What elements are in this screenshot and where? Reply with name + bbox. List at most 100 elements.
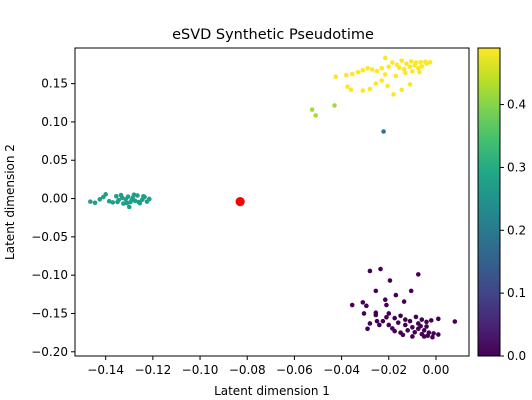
scatter-point-c3-16 xyxy=(135,193,140,198)
x-tick-label: −0.12 xyxy=(134,363,171,377)
scatter-point-c3-4 xyxy=(103,192,108,197)
scatter-point-c0-25 xyxy=(344,72,349,78)
scatter-point-c0-24 xyxy=(349,71,355,77)
scatter-point-c4-36 xyxy=(425,333,431,339)
scatter-point-c4-23 xyxy=(428,318,434,323)
x-tick-label: −0.02 xyxy=(370,363,407,377)
scatter-point-c4-5 xyxy=(373,288,379,294)
scatter-point-c0-36 xyxy=(407,82,413,87)
scatter-point-c4-17 xyxy=(392,315,397,321)
scatter-point-c0-19 xyxy=(374,68,380,74)
colorbar-tick-label: 0.0 xyxy=(507,349,526,363)
y-tick-label: 0.10 xyxy=(41,115,68,129)
scatter-point-c4-19 xyxy=(407,318,413,324)
scatter-point-c3-15 xyxy=(132,198,138,204)
scatter-point-c1-1 xyxy=(313,113,318,118)
y-tick-label: 0.15 xyxy=(41,77,68,91)
scatter-point-c4-46 xyxy=(410,334,415,339)
scatter-point-c4-34 xyxy=(412,329,418,335)
y-tick-label: −0.05 xyxy=(31,230,68,244)
scatter-point-c4-14 xyxy=(361,311,367,316)
scatter-point-c4-10 xyxy=(364,303,369,309)
scatter-point-c0-1 xyxy=(390,60,395,65)
scatter-point-c0-37 xyxy=(403,70,408,76)
scatter-point-c0-38 xyxy=(410,69,415,74)
scatter-point-c4-29 xyxy=(421,328,427,333)
y-tick-label: 0.00 xyxy=(41,192,68,206)
scatter-point-c3-22 xyxy=(126,204,132,210)
scatter-point-c0-13 xyxy=(412,62,418,68)
scatter-point-c4-16 xyxy=(384,315,389,320)
x-axis: −0.14 −0.12 −0.10 −0.08 −0.06 −0.04 −0.02 0.00 xyxy=(87,356,449,377)
scatter-point-c4-52 xyxy=(418,323,423,329)
scatter-point-c1-0 xyxy=(309,107,315,112)
scatter-point-c4-22 xyxy=(424,319,429,325)
scatter-point-c4-6 xyxy=(393,292,399,298)
scatter-point-c4-55 xyxy=(424,324,429,329)
scatter-point-c0-34 xyxy=(391,92,396,97)
scatter-point-c0-11 xyxy=(401,66,407,72)
scatter-point-c0-5 xyxy=(408,59,414,64)
scatter-point-c0-23 xyxy=(355,69,361,75)
scatter-point-c4-39 xyxy=(386,322,392,328)
scatter-point-c4-11 xyxy=(384,302,389,308)
scatter-point-c3-0 xyxy=(88,199,93,204)
colorbar-tick-label: 0.2 xyxy=(507,223,526,237)
scatter-point-c3-21 xyxy=(147,196,152,202)
scatter-point-c4-54 xyxy=(377,322,382,328)
x-tick-label: −0.08 xyxy=(229,363,266,377)
scatter-point-c4-9 xyxy=(349,302,355,308)
scatter-point-c0-33 xyxy=(385,83,390,89)
scatter-point-c3-25 xyxy=(136,199,141,205)
scatter-point-c0-9 xyxy=(427,59,433,65)
y-tick-label: −0.15 xyxy=(31,306,68,320)
scatter-point-c4-21 xyxy=(419,317,425,322)
scatter-point-c4-20 xyxy=(413,314,419,320)
scatter-point-c4-51 xyxy=(403,317,408,322)
scatter-point-c0-27 xyxy=(345,84,350,89)
scatter-point-c0-39 xyxy=(417,69,422,75)
scatter-point-c0-3 xyxy=(399,58,405,63)
y-tick-label: 0.05 xyxy=(41,153,68,167)
scatter-point-c3-26 xyxy=(141,193,146,199)
scatter-point-c3-10 xyxy=(121,201,126,206)
scatter-point-c3-28 xyxy=(115,199,120,205)
scatter-point-c0-32 xyxy=(379,78,385,83)
scatter-point-c4-15 xyxy=(373,312,379,318)
scatter-point-c0-0 xyxy=(382,55,388,61)
scatter-point-c4-49 xyxy=(452,319,458,324)
scatter-point-c4-2 xyxy=(387,278,393,283)
scatter-point-c3-2 xyxy=(97,197,103,202)
scatter-point-c0-41 xyxy=(382,72,388,77)
colorbar-tick-label: 0.4 xyxy=(507,98,526,112)
scatter-point-c0-4 xyxy=(404,61,409,67)
scatter-point-c4-8 xyxy=(360,300,366,305)
x-tick-label: −0.10 xyxy=(182,363,219,377)
scatter-point-c3-24 xyxy=(129,197,134,203)
x-tick-label: −0.14 xyxy=(87,363,124,377)
scatter-point-c0-15 xyxy=(419,64,425,69)
scatter-point-c4-0 xyxy=(367,268,373,274)
x-tick-label: 0.00 xyxy=(423,363,450,377)
y-tick-label: −0.20 xyxy=(31,345,68,359)
scatter-point-c4-42 xyxy=(367,321,373,326)
scatter-point-c4-12 xyxy=(401,299,407,304)
scatter-point-c1-2 xyxy=(332,103,337,108)
scatter-point-c4-24 xyxy=(436,316,441,322)
scatter-point-c4-18 xyxy=(398,313,403,319)
scatter-point-c4-7 xyxy=(382,297,388,302)
x-tick-label: −0.04 xyxy=(323,363,360,377)
x-tick-label: −0.06 xyxy=(276,363,313,377)
scatter-point-c3-29 xyxy=(124,200,130,206)
highlight-point xyxy=(235,197,245,207)
scatter-point-c0-40 xyxy=(393,73,399,79)
chart-title: eSVD Synthetic Pseudotime xyxy=(172,27,374,43)
scatter-point-c0-35 xyxy=(399,87,405,93)
scatter-point-c0-12 xyxy=(407,64,413,70)
scatter-point-c4-48 xyxy=(430,334,435,340)
scatter-point-c4-26 xyxy=(403,322,408,328)
scatter-point-c0-28 xyxy=(348,87,354,93)
scatter-point-c0-16 xyxy=(424,61,429,67)
scatter-point-c4-27 xyxy=(410,324,415,330)
